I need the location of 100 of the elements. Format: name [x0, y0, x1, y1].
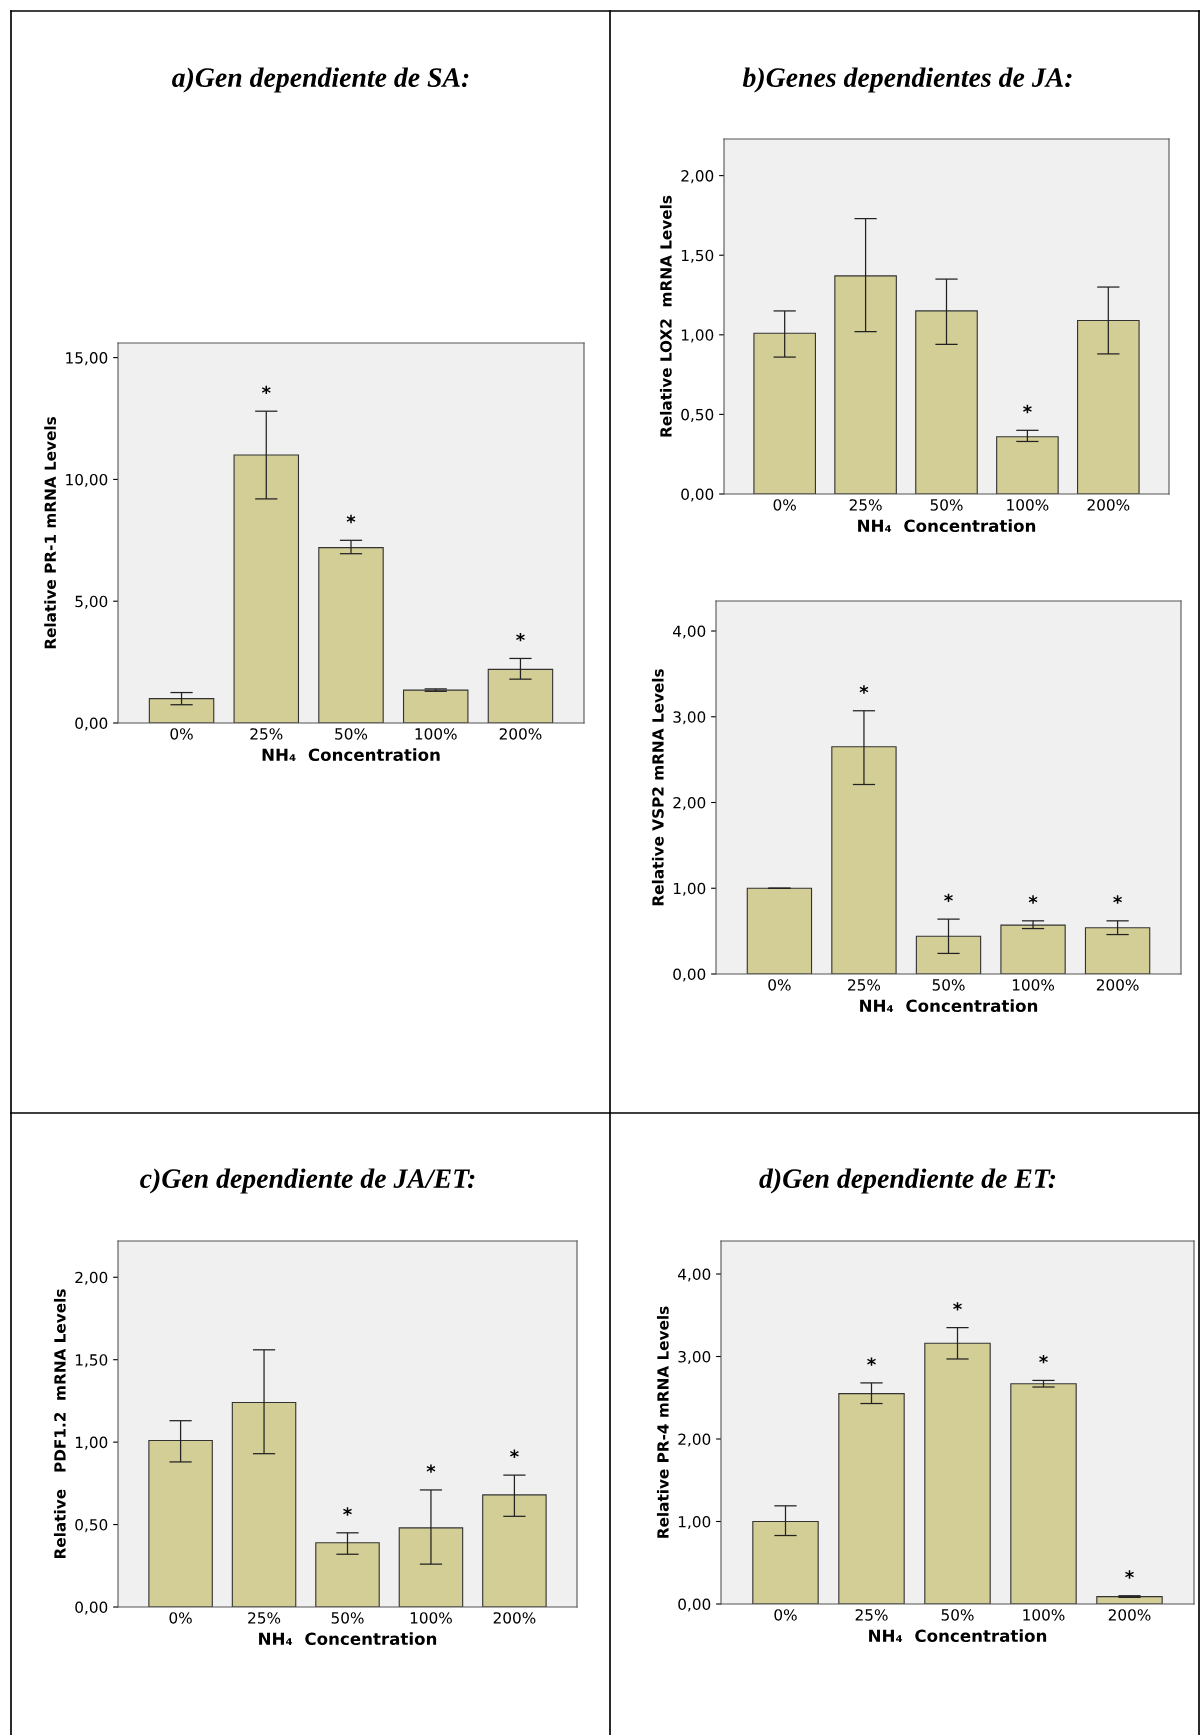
annotation: * — [346, 514, 356, 524]
bar — [1084, 927, 1151, 974]
y-tick-label: 2,00 — [678, 1433, 711, 1447]
bar — [233, 454, 300, 723]
chart-title: c)Gen dependiente de JA/ET: — [140, 1168, 475, 1194]
annotation: * — [1039, 1354, 1048, 1364]
x-tick-label: 100% — [1012, 979, 1055, 991]
y-tick-label: 0,50 — [75, 1519, 108, 1533]
bar — [231, 1402, 297, 1607]
bar — [996, 436, 1059, 494]
x-tick-label: 0% — [768, 979, 791, 991]
y-tick-label: 1,00 — [678, 1515, 711, 1530]
x-axis-title: NH₄ Concentration — [259, 1632, 437, 1646]
y-tick-label: 5,00 — [75, 595, 108, 609]
y-tick-label: 0,00 — [678, 1598, 711, 1612]
chart-title: b)Genes dependientes de JA: — [742, 67, 1072, 93]
y-tick-label: 2,00 — [75, 1271, 108, 1285]
x-tick-label: 200% — [499, 728, 542, 740]
y-tick-label: 3,00 — [673, 711, 706, 725]
annotation: * — [261, 385, 271, 395]
y-tick-label: 0,00 — [681, 488, 714, 502]
y-tick-label: 1,00 — [681, 329, 714, 343]
bar — [915, 310, 978, 494]
x-tick-label: 25% — [849, 499, 882, 511]
y-tick-label: 0,00 — [673, 968, 706, 982]
y-tick-label: 2,00 — [681, 170, 714, 184]
annotation: * — [1113, 895, 1122, 904]
y-tick-label: 1,00 — [75, 1436, 108, 1450]
y-tick-label: 1,00 — [673, 882, 706, 896]
annotation: * — [953, 1302, 962, 1311]
x-tick-label: 50% — [941, 1609, 974, 1621]
x-tick-label: 100% — [410, 1612, 452, 1624]
x-tick-label: 0% — [773, 499, 796, 511]
bar — [318, 547, 384, 723]
y-tick-label: 1,50 — [75, 1354, 108, 1368]
x-tick-label: 25% — [250, 728, 283, 740]
y-axis-title: Relative PR-1 mRNA Levels — [44, 416, 57, 649]
chart-title: a)Gen dependiente de SA: — [172, 67, 469, 93]
y-tick-label: 0,50 — [681, 408, 714, 422]
x-axis-title: NH₄ Concentration — [262, 748, 440, 762]
annotation: * — [510, 1449, 519, 1458]
x-tick-label: 0% — [169, 1612, 192, 1624]
x-tick-label: 25% — [848, 979, 881, 991]
x-tick-label: 50% — [335, 728, 368, 740]
bar — [1077, 319, 1140, 494]
x-tick-label: 0% — [774, 1609, 797, 1621]
y-tick-label: 4,00 — [678, 1268, 711, 1282]
bar — [487, 668, 554, 723]
x-axis-title: NH₄ Concentration — [858, 519, 1036, 533]
bar — [1010, 1383, 1077, 1604]
y-tick-label: 2,00 — [673, 796, 706, 811]
bar — [753, 332, 816, 494]
annotation: * — [1023, 404, 1032, 414]
bar — [834, 275, 897, 494]
x-tick-label: 50% — [932, 979, 965, 991]
bar — [315, 1542, 380, 1607]
x-tick-label: 25% — [855, 1609, 888, 1621]
y-tick-label: 10,00 — [66, 473, 108, 487]
x-tick-label: 100% — [415, 728, 457, 740]
y-axis-title: Relative PR-4 mRNA Levels — [656, 1306, 669, 1538]
bar — [831, 746, 897, 974]
bar — [746, 887, 813, 974]
x-tick-label: 50% — [930, 499, 963, 511]
bar — [752, 1520, 819, 1604]
y-tick-label: 0,00 — [75, 1601, 108, 1615]
chart-title: d)Gen dependiente de ET: — [759, 1168, 1056, 1194]
y-axis-title: Relative VSP2 mRNA Levels — [651, 669, 664, 906]
x-tick-label: 200% — [1096, 979, 1139, 991]
bar — [398, 1527, 464, 1607]
y-tick-label: 0,00 — [75, 717, 108, 731]
annotation: * — [1125, 1570, 1134, 1579]
annotation: * — [426, 1464, 436, 1473]
x-tick-label: 100% — [1007, 499, 1049, 511]
x-axis-title: NH₄ Concentration — [860, 999, 1038, 1013]
bar — [148, 1439, 213, 1607]
x-axis-title: NH₄ Concentration — [869, 1629, 1047, 1643]
bar — [838, 1393, 905, 1604]
bar — [1000, 924, 1066, 974]
x-tick-label: 200% — [493, 1612, 536, 1624]
x-tick-label: 25% — [248, 1612, 281, 1624]
annotation: * — [859, 685, 869, 694]
x-tick-label: 200% — [1087, 499, 1130, 511]
annotation: * — [516, 632, 525, 642]
y-tick-label: 1,50 — [681, 249, 714, 263]
y-axis-title: Relative LOX2 mRNA Levels — [659, 195, 672, 437]
x-tick-label: 200% — [1108, 1609, 1151, 1621]
x-tick-label: 50% — [331, 1612, 364, 1624]
annotation: * — [944, 893, 953, 903]
bar — [915, 935, 982, 974]
x-tick-label: 100% — [1023, 1609, 1065, 1621]
y-tick-label: 3,00 — [678, 1350, 711, 1365]
annotation: * — [867, 1357, 876, 1366]
y-tick-label: 4,00 — [673, 625, 706, 639]
bar — [482, 1494, 547, 1607]
bar — [148, 698, 215, 723]
bar — [924, 1342, 991, 1604]
annotation: * — [1028, 895, 1038, 904]
y-tick-label: 15,00 — [66, 352, 108, 366]
x-tick-label: 0% — [170, 728, 193, 740]
annotation: * — [343, 1507, 352, 1516]
